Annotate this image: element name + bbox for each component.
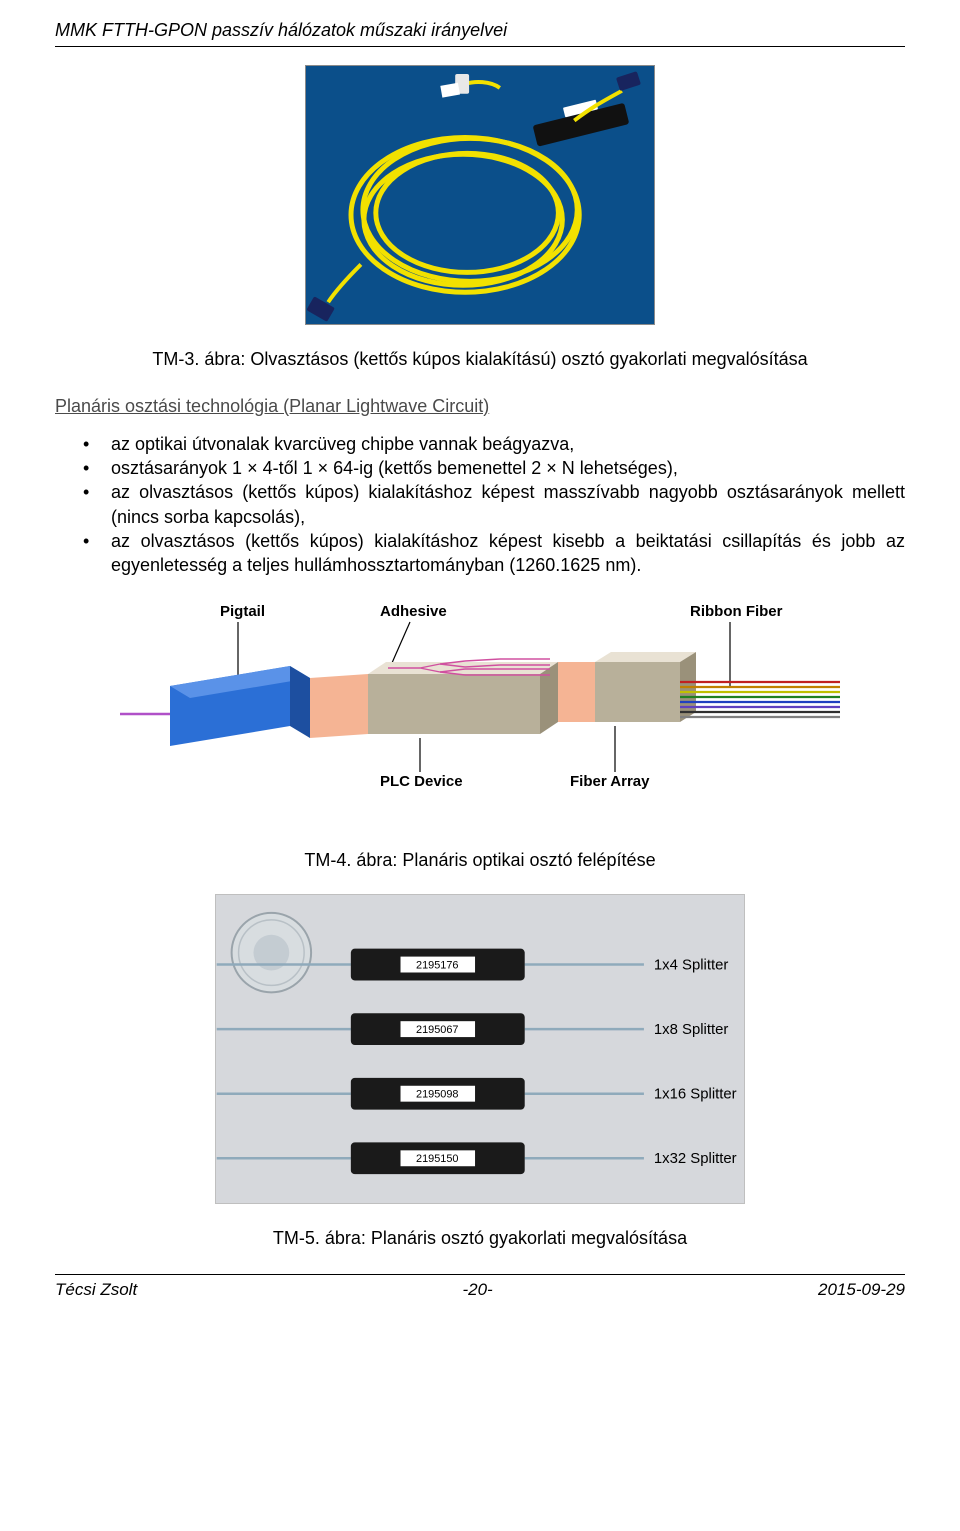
- splitter-label: 1x4 Splitter: [654, 957, 729, 973]
- bullet-item: az olvasztásos (kettős kúpos) kialakítás…: [83, 529, 905, 578]
- footer-page: -20-: [462, 1279, 492, 1302]
- figure-1: [55, 65, 905, 325]
- bullet-list: az optikai útvonalak kvarcüveg chipbe va…: [55, 432, 905, 578]
- footer-author: Técsi Zsolt: [55, 1279, 137, 1302]
- figure-3-image: 2195176 1x4 Splitter 2195067 1x8 Splitte…: [215, 894, 745, 1204]
- page-footer: Técsi Zsolt -20- 2015-09-29: [55, 1274, 905, 1302]
- label-plc: PLC Device: [380, 773, 463, 790]
- figure-2: Pigtail Adhesive Ribbon Fiber: [55, 596, 905, 826]
- label-ribbon: Ribbon Fiber: [690, 603, 783, 620]
- splitter-label: 1x16 Splitter: [654, 1087, 737, 1103]
- label-adhesive: Adhesive: [380, 603, 447, 620]
- figure-3: 2195176 1x4 Splitter 2195067 1x8 Splitte…: [55, 894, 905, 1204]
- figure-1-caption: TM-3. ábra: Olvasztásos (kettős kúpos ki…: [55, 347, 905, 371]
- bullet-item: osztásarányok 1 × 4-től 1 × 64-ig (kettő…: [83, 456, 905, 480]
- splitter-serial: 2195067: [416, 1024, 458, 1036]
- figure-1-image: [305, 65, 655, 325]
- bullet-item: az olvasztásos (kettős kúpos) kialakítás…: [83, 480, 905, 529]
- figure-2-diagram: Pigtail Adhesive Ribbon Fiber: [120, 596, 840, 826]
- figure-2-caption: TM-4. ábra: Planáris optikai osztó felép…: [55, 848, 905, 872]
- splitter-serial: 2195176: [416, 959, 458, 971]
- splitter-label: 1x32 Splitter: [654, 1151, 737, 1167]
- figure-3-caption: TM-5. ábra: Planáris osztó gyakorlati me…: [55, 1226, 905, 1250]
- footer-date: 2015-09-29: [818, 1279, 905, 1302]
- splitter-serial: 2195150: [416, 1153, 458, 1165]
- subheading-planar: Planáris osztási technológia (Planar Lig…: [55, 394, 905, 418]
- header-title: MMK FTTH-GPON passzív hálózatok műszaki …: [55, 20, 507, 40]
- splitter-label: 1x8 Splitter: [654, 1022, 729, 1038]
- splitter-serial: 2195098: [416, 1089, 458, 1101]
- label-pigtail: Pigtail: [220, 603, 265, 620]
- bullet-item: az optikai útvonalak kvarcüveg chipbe va…: [83, 432, 905, 456]
- label-fiber-array: Fiber Array: [570, 773, 650, 790]
- page-header: MMK FTTH-GPON passzív hálózatok műszaki …: [55, 18, 905, 47]
